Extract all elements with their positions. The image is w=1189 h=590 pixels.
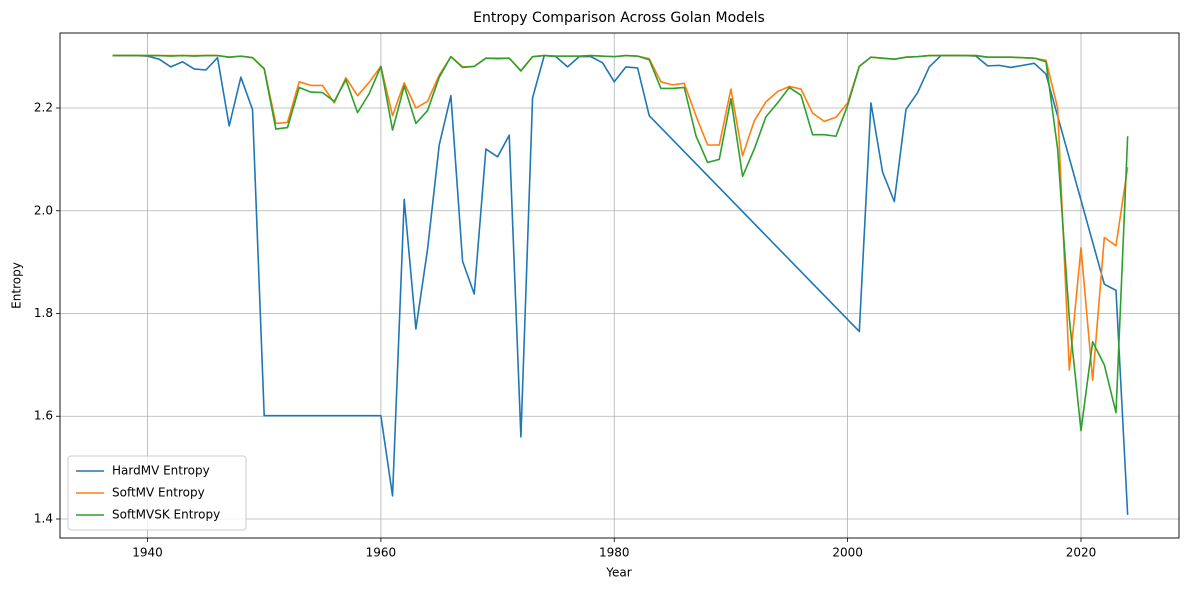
legend-label: HardMV Entropy bbox=[112, 464, 210, 478]
y-tick-label: 1.6 bbox=[34, 409, 53, 423]
y-axis-label: Entropy bbox=[10, 262, 24, 309]
x-tick-label: 1980 bbox=[599, 546, 630, 560]
x-tick-label: 2000 bbox=[832, 546, 863, 560]
data-line bbox=[112, 54, 1129, 382]
chart-title: Entropy Comparison Across Golan Models bbox=[473, 10, 765, 26]
x-tick-label: 1960 bbox=[366, 546, 397, 560]
x-tick-label: 1940 bbox=[132, 546, 163, 560]
legend-label: SoftMVSK Entropy bbox=[112, 508, 220, 522]
legend-label: SoftMV Entropy bbox=[112, 486, 205, 500]
data-line bbox=[112, 54, 1129, 432]
y-tick-label: 1.8 bbox=[34, 306, 53, 320]
legend: HardMV Entropy SoftMV Entropy SoftMVSK Ent… bbox=[67, 455, 247, 531]
plot-frame bbox=[59, 32, 1180, 539]
y-tick-label: 2.0 bbox=[34, 203, 53, 217]
legend-box bbox=[67, 455, 247, 531]
y-tick-label: 1.4 bbox=[34, 511, 53, 525]
y-tick-label: 2.2 bbox=[34, 101, 53, 115]
data-line bbox=[112, 54, 1129, 515]
x-axis-label: Year bbox=[605, 566, 631, 580]
x-tick-label: 2020 bbox=[1066, 546, 1097, 560]
